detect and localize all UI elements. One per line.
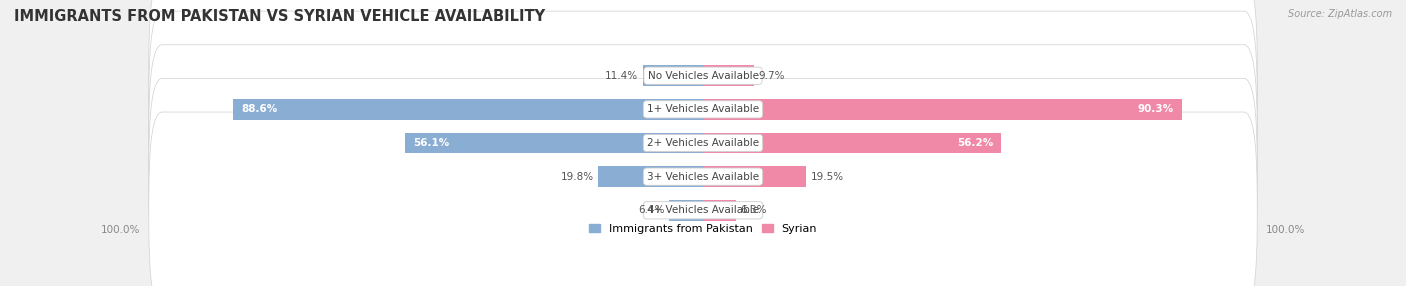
- Bar: [703, 166, 807, 187]
- Bar: [703, 133, 1001, 153]
- Text: 3+ Vehicles Available: 3+ Vehicles Available: [647, 172, 759, 182]
- Bar: [703, 99, 1182, 120]
- Text: 6.4%: 6.4%: [638, 205, 665, 215]
- FancyBboxPatch shape: [149, 45, 1257, 241]
- Text: 90.3%: 90.3%: [1137, 104, 1174, 114]
- Text: 56.2%: 56.2%: [957, 138, 993, 148]
- Bar: [598, 166, 703, 187]
- FancyBboxPatch shape: [149, 78, 1257, 275]
- Text: No Vehicles Available: No Vehicles Available: [648, 71, 758, 81]
- Text: 1+ Vehicles Available: 1+ Vehicles Available: [647, 104, 759, 114]
- Text: 100.0%: 100.0%: [1265, 225, 1305, 235]
- Text: Source: ZipAtlas.com: Source: ZipAtlas.com: [1288, 9, 1392, 19]
- Text: 56.1%: 56.1%: [413, 138, 450, 148]
- Text: 4+ Vehicles Available: 4+ Vehicles Available: [647, 205, 759, 215]
- Bar: [669, 200, 703, 221]
- FancyBboxPatch shape: [149, 112, 1257, 286]
- FancyBboxPatch shape: [149, 11, 1257, 208]
- Legend: Immigrants from Pakistan, Syrian: Immigrants from Pakistan, Syrian: [585, 219, 821, 238]
- Bar: [233, 99, 703, 120]
- Text: 11.4%: 11.4%: [605, 71, 638, 81]
- Text: 2+ Vehicles Available: 2+ Vehicles Available: [647, 138, 759, 148]
- FancyBboxPatch shape: [149, 0, 1257, 174]
- Bar: [703, 65, 755, 86]
- Text: 88.6%: 88.6%: [240, 104, 277, 114]
- Text: 9.7%: 9.7%: [759, 71, 785, 81]
- Text: 100.0%: 100.0%: [101, 225, 141, 235]
- Text: 19.8%: 19.8%: [561, 172, 593, 182]
- Bar: [703, 200, 737, 221]
- Text: 19.5%: 19.5%: [811, 172, 844, 182]
- Bar: [643, 65, 703, 86]
- Text: IMMIGRANTS FROM PAKISTAN VS SYRIAN VEHICLE AVAILABILITY: IMMIGRANTS FROM PAKISTAN VS SYRIAN VEHIC…: [14, 9, 546, 23]
- Bar: [405, 133, 703, 153]
- Text: 6.3%: 6.3%: [741, 205, 768, 215]
